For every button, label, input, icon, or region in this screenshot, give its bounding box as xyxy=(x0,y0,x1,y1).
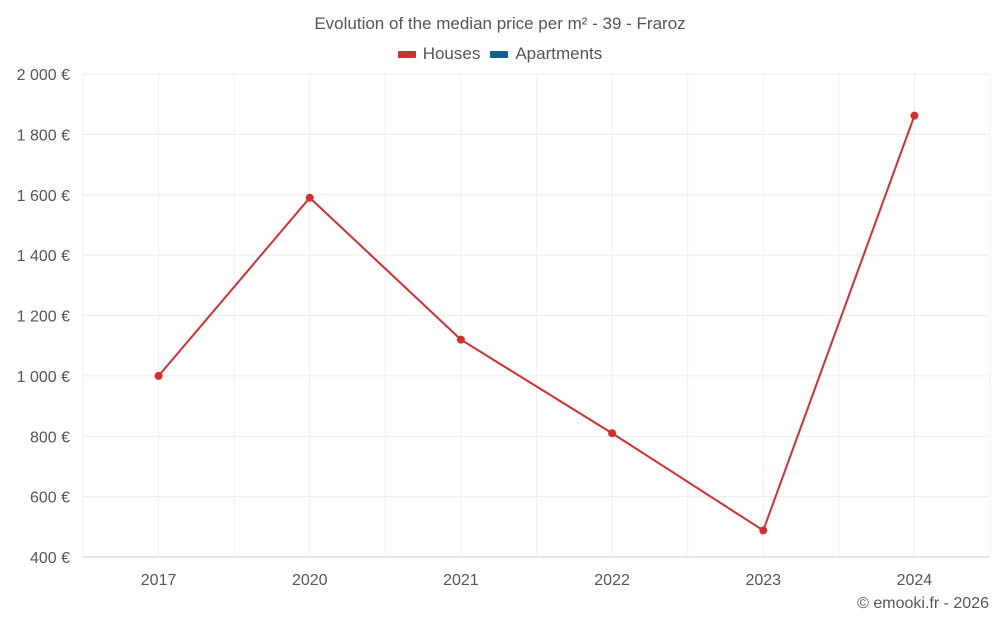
y-tick-label: 400 € xyxy=(30,550,70,567)
legend-swatch-apartments xyxy=(490,50,509,58)
data-point-houses xyxy=(305,193,314,202)
y-tick-label: 600 € xyxy=(30,490,70,507)
y-tick-label: 1 800 € xyxy=(17,127,70,144)
data-point-houses xyxy=(759,526,768,535)
data-point-houses xyxy=(154,371,163,380)
chart-title: Evolution of the median price per m² - 3… xyxy=(314,14,686,33)
y-tick-label: 1 200 € xyxy=(17,309,70,326)
legend-label-houses: Houses xyxy=(422,44,481,63)
data-point-houses xyxy=(608,429,617,438)
x-tick-label: 2023 xyxy=(745,572,781,589)
x-tick-label: 2021 xyxy=(443,572,479,589)
legend-item-apartments[interactable]: Apartments xyxy=(490,44,602,64)
x-tick-label: 2024 xyxy=(897,572,933,589)
copyright-text: © emooki.fr - 2026 xyxy=(857,595,989,612)
data-point-houses xyxy=(456,335,465,344)
y-tick-label: 800 € xyxy=(30,429,70,446)
series-line-houses xyxy=(157,115,916,532)
legend-swatch-houses xyxy=(397,50,416,58)
y-tick-label: 1 000 € xyxy=(17,369,70,386)
y-tick-label: 2 000 € xyxy=(17,67,70,84)
legend-item-houses[interactable]: Houses xyxy=(397,44,481,64)
y-tick-label: 1 400 € xyxy=(17,248,70,265)
data-point-houses xyxy=(910,111,919,120)
x-tick-label: 2020 xyxy=(292,572,328,589)
legend: Houses Apartments xyxy=(0,44,1000,64)
legend-label-apartments: Apartments xyxy=(515,44,603,63)
x-tick-label: 2022 xyxy=(594,572,630,589)
y-tick-label: 1 600 € xyxy=(17,188,70,205)
x-tick-label: 2017 xyxy=(141,572,177,589)
